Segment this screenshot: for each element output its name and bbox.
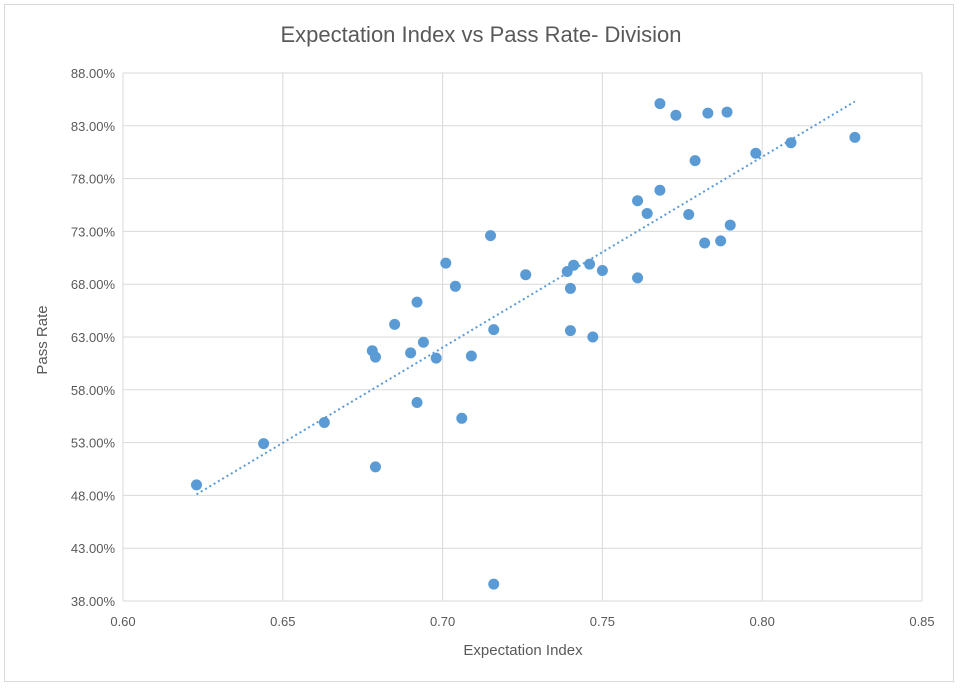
y-tick-label: 88.00% xyxy=(71,66,116,81)
data-point xyxy=(369,351,381,363)
x-tick-label: 0.70 xyxy=(430,614,455,629)
x-axis-title: Expectation Index xyxy=(463,642,583,659)
data-points xyxy=(191,98,861,590)
data-point xyxy=(485,230,497,242)
data-point xyxy=(456,412,468,424)
scatter-chart: Expectation Index vs Pass Rate- Division… xyxy=(34,22,935,659)
trendline xyxy=(195,100,856,496)
data-point xyxy=(440,257,452,269)
data-point xyxy=(849,131,861,143)
x-tick-label: 0.60 xyxy=(110,614,135,629)
y-tick-label: 38.00% xyxy=(71,594,116,609)
data-point xyxy=(715,235,727,247)
data-point xyxy=(632,195,644,207)
data-point xyxy=(632,272,644,284)
data-point xyxy=(584,258,596,270)
data-point xyxy=(465,350,477,362)
data-point xyxy=(689,155,701,167)
data-point xyxy=(389,318,401,330)
x-tick-label: 0.75 xyxy=(590,614,615,629)
data-point xyxy=(596,264,608,276)
gridlines xyxy=(122,72,923,602)
data-point xyxy=(430,352,442,364)
x-tick-label: 0.65 xyxy=(270,614,295,629)
data-point xyxy=(750,147,762,159)
data-point xyxy=(724,219,736,231)
data-point xyxy=(520,269,532,281)
data-point xyxy=(699,237,711,249)
y-tick-label: 78.00% xyxy=(71,172,116,187)
data-point xyxy=(318,417,330,429)
chart-frame: Expectation Index vs Pass Rate- Division… xyxy=(4,4,954,682)
y-tick-label: 48.00% xyxy=(71,488,116,503)
data-point xyxy=(191,479,203,491)
data-point xyxy=(564,325,576,337)
y-tick-label: 58.00% xyxy=(71,383,116,398)
y-tick-label: 73.00% xyxy=(71,224,116,239)
data-point xyxy=(411,396,423,408)
y-axis-title: Pass Rate xyxy=(34,305,51,374)
data-point xyxy=(654,98,666,110)
data-point xyxy=(587,331,599,343)
data-point xyxy=(449,280,461,292)
data-point xyxy=(670,109,682,121)
data-point xyxy=(369,461,381,473)
y-tick-label: 53.00% xyxy=(71,436,116,451)
data-point xyxy=(702,107,714,119)
y-tick-label: 83.00% xyxy=(71,119,116,134)
data-point xyxy=(785,137,797,149)
chart-title: Expectation Index vs Pass Rate- Division xyxy=(280,22,681,47)
y-tick-label: 63.00% xyxy=(71,330,116,345)
data-point xyxy=(411,296,423,308)
data-point xyxy=(488,578,500,590)
y-tick-label: 68.00% xyxy=(71,277,116,292)
data-point xyxy=(654,184,666,196)
y-tick-label: 43.00% xyxy=(71,541,116,556)
data-point xyxy=(564,282,576,294)
x-tick-label: 0.85 xyxy=(909,614,934,629)
x-tick-label: 0.80 xyxy=(750,614,775,629)
data-point xyxy=(641,207,653,219)
data-point xyxy=(683,209,695,221)
data-point xyxy=(488,324,500,336)
trendline-group xyxy=(195,100,856,496)
data-point xyxy=(258,438,270,450)
tick-labels: 38.00% 43.00% 48.00% 53.00% 58.00% 63.00% 68.0… xyxy=(71,66,935,629)
data-point xyxy=(405,347,417,359)
data-point xyxy=(568,259,580,271)
data-point xyxy=(721,106,733,118)
data-point xyxy=(417,336,429,348)
